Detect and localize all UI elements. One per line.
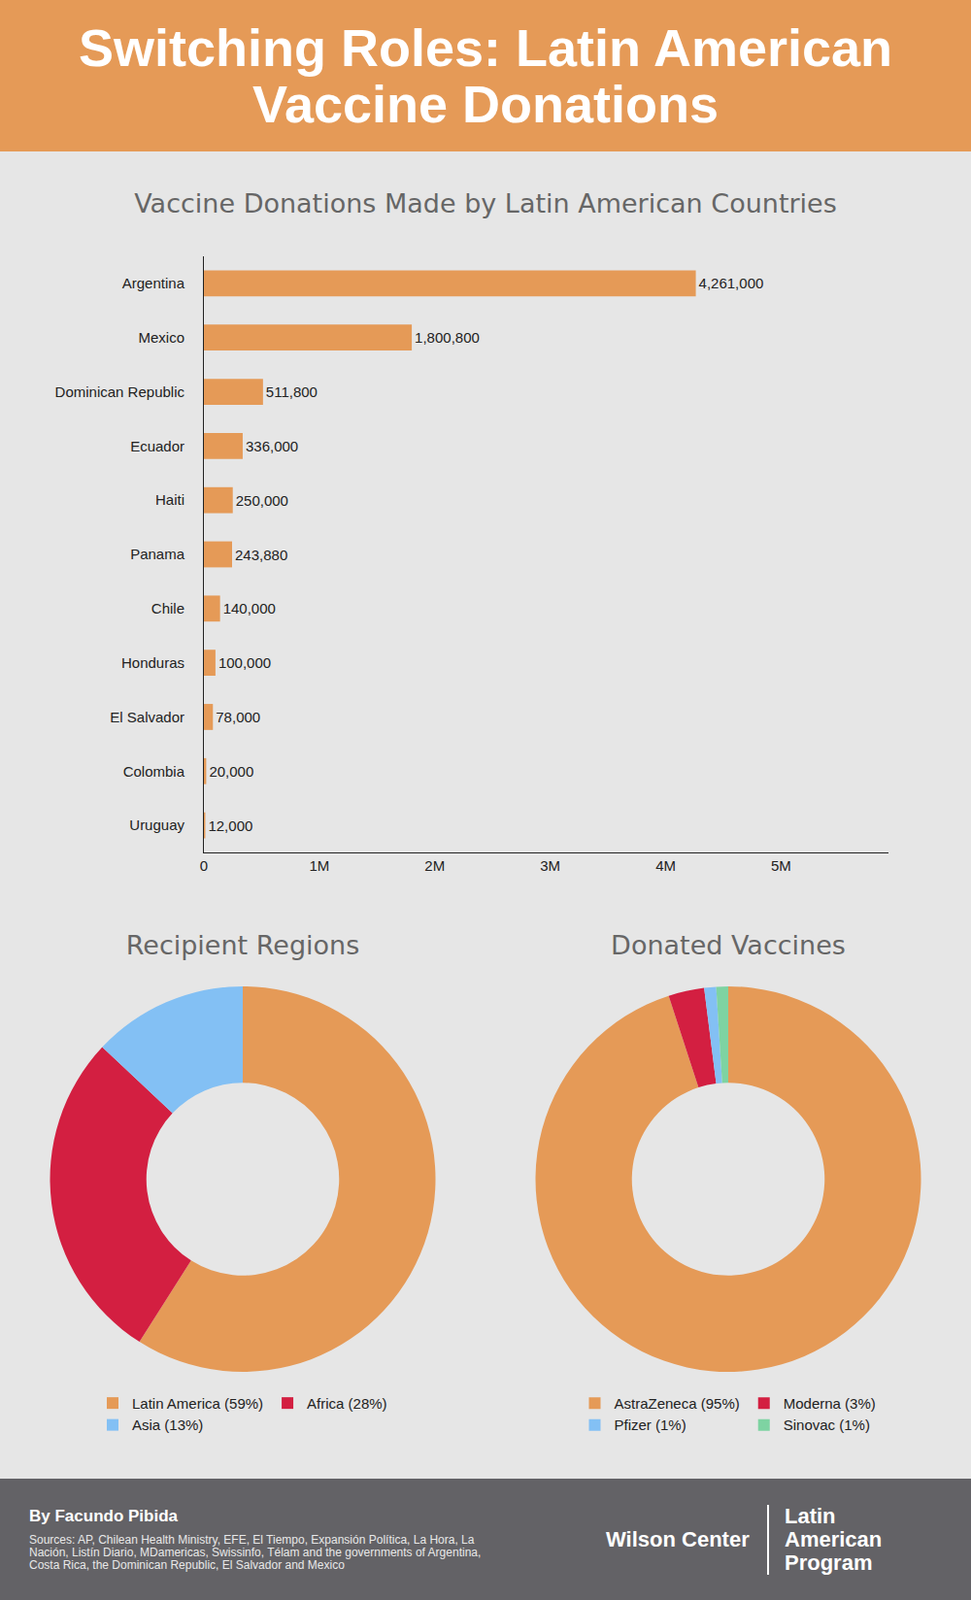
svg-text:Mexico: Mexico [137,329,185,346]
svg-text:Honduras: Honduras [121,654,185,671]
svg-text:20,000: 20,000 [208,763,254,780]
html-text:Switching Roles: Latin America: Switching Roles: Latin American Vaccine … [78,18,893,134]
html-text:Wilson Center: Wilson Center [605,1526,750,1552]
svg-text:243,880: 243,880 [234,546,288,564]
svg-text:12,000: 12,000 [207,817,253,835]
svg-text:Recipient Regions: Recipient Regions [126,930,361,961]
html-text:By Facundo Pibida: By Facundo Pibida [29,1506,178,1526]
svg-text:78,000: 78,000 [215,708,261,726]
svg-text:Vaccine Donations Made by Lati: Vaccine Donations Made by Latin American… [133,188,838,219]
svg-text:Dominican Republic: Dominican Republic [55,383,186,401]
svg-text:Argentina: Argentina [122,274,186,292]
html-text:Latin American Program: Latin American Program [784,1503,882,1575]
svg-text:140,000: 140,000 [223,600,276,617]
svg-text:Moderna (3%): Moderna (3%) [783,1395,876,1412]
svg-text:100,000: 100,000 [218,654,271,671]
svg-text:511,800: 511,800 [266,383,318,401]
svg-text:4M: 4M [655,857,676,874]
svg-text:0: 0 [200,857,208,874]
svg-text:AstraZeneca (95%): AstraZeneca (95%) [614,1395,740,1412]
svg-text:2M: 2M [424,857,445,874]
svg-text:El Salvador: El Salvador [109,708,185,726]
svg-text:Chile: Chile [151,600,185,617]
html-text:Sources: AP, Chilean Health Mi: Sources: AP, Chilean Health Ministry, EF… [29,1533,481,1573]
svg-text:250,000: 250,000 [235,492,289,509]
svg-text:3M: 3M [539,857,561,874]
svg-text:Africa (28%): Africa (28%) [306,1395,388,1412]
svg-text:Pfizer (1%): Pfizer (1%) [614,1416,687,1434]
svg-text:Sinovac (1%): Sinovac (1%) [783,1416,871,1434]
svg-text:Colombia: Colombia [123,763,186,780]
svg-text:Panama: Panama [130,545,186,563]
svg-text:336,000: 336,000 [245,437,299,455]
svg-text:Uruguay: Uruguay [129,816,185,834]
svg-text:Haiti: Haiti [155,491,185,508]
svg-text:1M: 1M [308,857,330,874]
svg-text:5M: 5M [770,857,792,874]
svg-text:Donated Vaccines: Donated Vaccines [610,930,846,961]
svg-text:1,800,800: 1,800,800 [414,329,480,346]
svg-text:Latin America (59%): Latin America (59%) [132,1395,264,1412]
svg-text:Asia (13%): Asia (13%) [132,1416,203,1434]
svg-text:Ecuador: Ecuador [130,437,185,455]
svg-text:4,261,000: 4,261,000 [699,274,765,292]
